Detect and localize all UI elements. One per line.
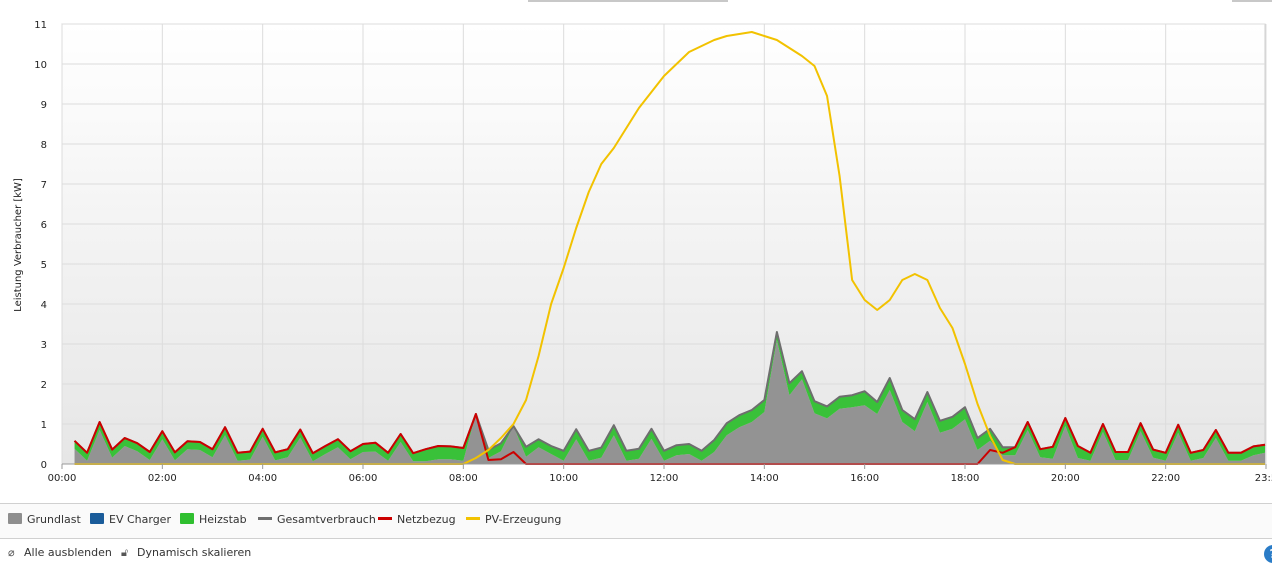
eye-slash-icon: ⌀: [8, 546, 15, 559]
x-tick-label: 20:00: [1051, 473, 1080, 484]
toolbar-selector-edge[interactable]: [528, 0, 728, 2]
legend-item-heizstab[interactable]: Heizstab: [180, 513, 247, 526]
legend-item-gesamtverbrauch[interactable]: Gesamtverbrauch: [258, 513, 376, 526]
y-tick-label: 4: [41, 300, 47, 311]
x-tick-label: 14:00: [750, 473, 779, 484]
legend-label: PV-Erzeugung: [485, 513, 562, 526]
toolbar-right-edge[interactable]: [1232, 0, 1272, 2]
consumption-chart: 0 1 2 3 4 5 6 7 8 9 10 11 00:00 02:00 04:00 06:00 08:00 1…: [13, 20, 1272, 484]
plot-area: [61, 23, 1266, 465]
x-tick-label: 02:00: [148, 473, 177, 484]
top-toolbar-strip: [0, 0, 1272, 5]
legend-label: Gesamtverbrauch: [277, 513, 376, 526]
legend-label: Netzbezug: [397, 513, 456, 526]
x-tick-label: 18:00: [951, 473, 980, 484]
y-tick-label: 5: [41, 260, 47, 271]
chart-legend: Grundlast EV Charger Heizstab Gesamtverbrau…: [0, 503, 1272, 539]
hide-all-label: Alle ausblenden: [24, 546, 112, 559]
y-tick-label: 2: [41, 380, 47, 391]
x-tick-label: 12:00: [650, 473, 679, 484]
y-tick-label: 10: [34, 60, 47, 71]
y-tick-label: 11: [34, 20, 47, 31]
legend-swatch: [8, 513, 22, 524]
legend-item-netzbezug[interactable]: Netzbezug: [378, 513, 456, 526]
y-tick-label: 7: [41, 180, 47, 191]
hide-all-button[interactable]: ⌀ Alle ausblenden: [8, 546, 112, 559]
help-icon[interactable]: ?: [1264, 545, 1272, 563]
legend-swatch: [180, 513, 194, 524]
y-tick-label: 6: [41, 220, 47, 231]
x-tick-label: 06:00: [349, 473, 378, 484]
legend-label: EV Charger: [109, 513, 171, 526]
dynamic-scale-toggle[interactable]: 🔓︎ Dynamisch skalieren: [121, 546, 251, 560]
x-tick-label: 10:00: [549, 473, 578, 484]
legend-item-pv-erzeugung[interactable]: PV-Erzeugung: [466, 513, 561, 526]
y-tick-label: 9: [41, 100, 47, 111]
legend-label: Heizstab: [199, 513, 247, 526]
series-area-heizstab: [74, 332, 1265, 462]
legend-item-ev-charger[interactable]: EV Charger: [90, 513, 171, 526]
y-tick-label: 0: [41, 460, 47, 471]
chart-footer: ⌀ Alle ausblenden 🔓︎ Dynamisch skalieren: [0, 538, 1272, 568]
x-tick-label: 04:00: [248, 473, 277, 484]
x-tick-label: 00:00: [48, 473, 77, 484]
legend-item-grundlast[interactable]: Grundlast: [8, 513, 81, 526]
legend-swatch: [378, 517, 392, 520]
legend-swatch: [258, 517, 272, 520]
legend-swatch: [90, 513, 104, 524]
y-tick-label: 1: [41, 420, 47, 431]
x-tick-label: 16:00: [850, 473, 879, 484]
x-tick-label: 23:5: [1255, 473, 1272, 484]
x-tick-label: 08:00: [449, 473, 478, 484]
series-area-grundlast: [74, 340, 1265, 464]
dynamic-scale-label: Dynamisch skalieren: [137, 546, 252, 559]
x-tick-label: 22:00: [1151, 473, 1180, 484]
y-tick-label: 8: [41, 140, 47, 151]
legend-label: Grundlast: [27, 513, 81, 526]
legend-swatch: [466, 517, 480, 520]
unlock-icon: 🔓︎: [121, 546, 129, 559]
y-axis-label: Leistung Verbraucher [kW]: [13, 178, 24, 312]
y-tick-label: 3: [41, 340, 47, 351]
